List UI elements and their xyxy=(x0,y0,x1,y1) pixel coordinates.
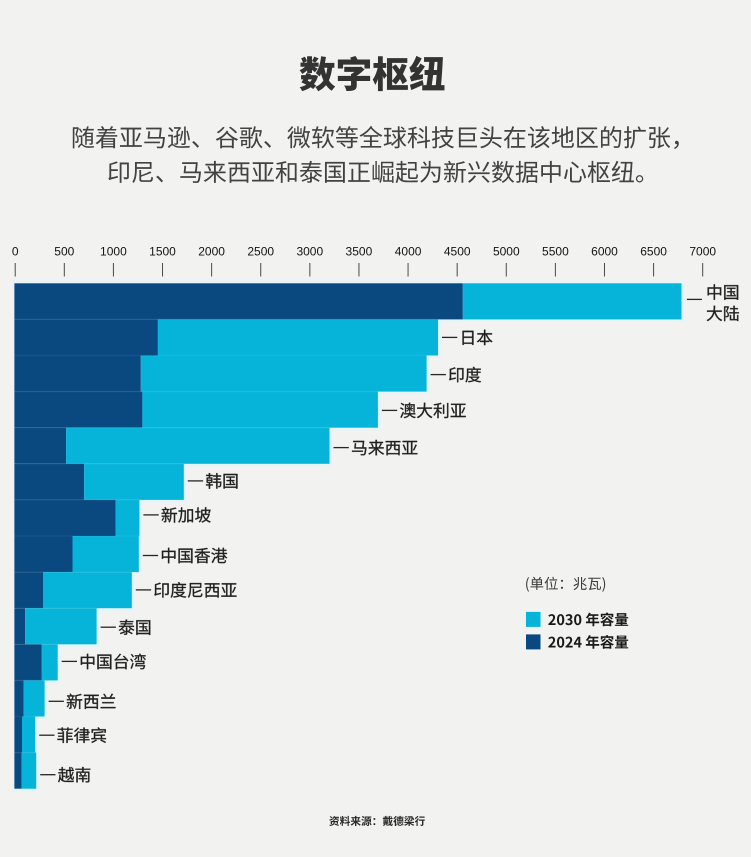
svg-text:2500: 2500 xyxy=(247,245,274,259)
svg-text:5500: 5500 xyxy=(542,245,569,259)
svg-text:7000: 7000 xyxy=(689,245,716,259)
svg-text:5000: 5000 xyxy=(493,245,520,259)
svg-text:3500: 3500 xyxy=(346,245,373,259)
svg-text:3000: 3000 xyxy=(296,245,323,259)
svg-text:1500: 1500 xyxy=(149,245,176,259)
svg-text:6000: 6000 xyxy=(591,245,618,259)
svg-text:4500: 4500 xyxy=(444,245,471,259)
svg-text:4000: 4000 xyxy=(395,245,422,259)
svg-text:2000: 2000 xyxy=(198,245,225,259)
svg-text:1000: 1000 xyxy=(100,245,127,259)
svg-text:6500: 6500 xyxy=(640,245,667,259)
svg-text:0: 0 xyxy=(12,245,19,259)
svg-text:500: 500 xyxy=(54,245,74,259)
